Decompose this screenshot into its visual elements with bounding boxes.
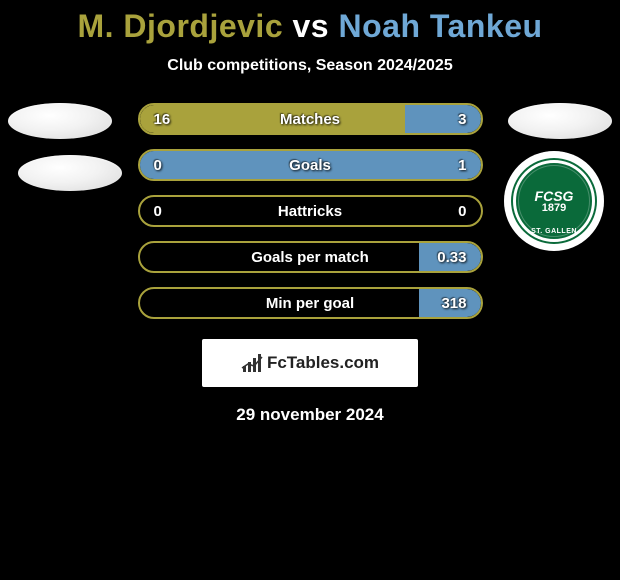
stat-rows: 16Matches30Goals10Hattricks0Goals per ma… <box>138 103 483 319</box>
fcsg-ring-text: ST. GALLEN <box>516 228 592 235</box>
title-player1: M. Djordjevic <box>77 8 283 44</box>
stat-label: Hattricks <box>140 203 481 220</box>
page-title: M. Djordjevic vs Noah Tankeu <box>0 8 620 45</box>
stat-label: Goals per match <box>140 249 481 266</box>
brand-footer[interactable]: FcTables.com <box>202 339 418 387</box>
stat-value-right: 318 <box>441 295 466 312</box>
brand-text: FcTables.com <box>267 353 379 373</box>
stat-row: 0Goals1 <box>138 149 483 181</box>
team-badge-left-1 <box>8 103 112 139</box>
stat-value-right: 0 <box>458 203 466 220</box>
stat-label: Matches <box>140 111 481 128</box>
team-badge-right-1 <box>508 103 612 139</box>
stat-row: Min per goal318 <box>138 287 483 319</box>
date-text: 29 november 2024 <box>0 405 620 425</box>
title-player2: Noah Tankeu <box>338 8 542 44</box>
stat-value-right: 0.33 <box>437 249 466 266</box>
stat-row: 0Hattricks0 <box>138 195 483 227</box>
stat-row: 16Matches3 <box>138 103 483 135</box>
comparison-card: M. Djordjevic vs Noah Tankeu Club compet… <box>0 0 620 425</box>
stat-label: Goals <box>140 157 481 174</box>
stat-value-right: 3 <box>458 111 466 128</box>
chart-icon <box>241 354 263 372</box>
fcsg-logo: FCSG 1879 ST. GALLEN <box>513 160 595 242</box>
stat-value-right: 1 <box>458 157 466 174</box>
title-vs: vs <box>293 8 330 44</box>
team-badge-left-2 <box>18 155 122 191</box>
stat-label: Min per goal <box>140 295 481 312</box>
subtitle: Club competitions, Season 2024/2025 <box>0 57 620 75</box>
stats-section: FCSG 1879 ST. GALLEN 16Matches30Goals10H… <box>0 103 620 319</box>
stat-row: Goals per match0.33 <box>138 241 483 273</box>
team-badge-right-2: FCSG 1879 ST. GALLEN <box>504 151 604 251</box>
